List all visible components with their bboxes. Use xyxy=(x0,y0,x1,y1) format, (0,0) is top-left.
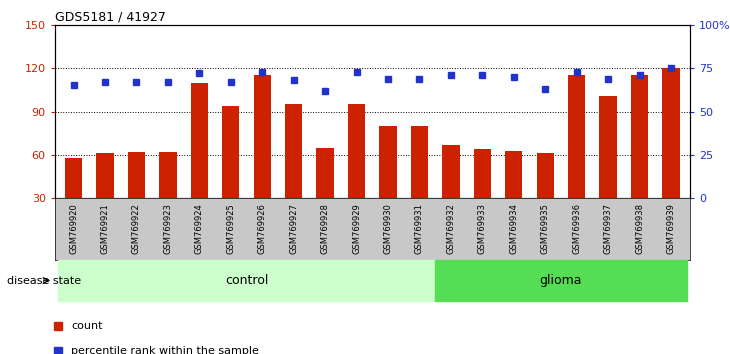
Bar xyxy=(65,158,82,242)
Bar xyxy=(222,106,239,242)
Text: control: control xyxy=(225,274,268,287)
Bar xyxy=(474,149,491,242)
Bar xyxy=(411,126,428,242)
Text: GSM769929: GSM769929 xyxy=(352,203,361,254)
Text: GSM769924: GSM769924 xyxy=(195,203,204,254)
Text: percentile rank within the sample: percentile rank within the sample xyxy=(72,346,259,354)
Bar xyxy=(662,68,680,242)
Text: GSM769926: GSM769926 xyxy=(258,203,266,254)
Bar xyxy=(435,260,687,301)
Bar xyxy=(348,104,365,242)
Text: GSM769934: GSM769934 xyxy=(510,203,518,254)
Text: disease state: disease state xyxy=(7,275,82,286)
Bar xyxy=(380,126,396,242)
Text: GSM769928: GSM769928 xyxy=(320,203,330,254)
Text: glioma: glioma xyxy=(539,274,583,287)
Bar xyxy=(128,152,145,242)
Text: GDS5181 / 41927: GDS5181 / 41927 xyxy=(55,11,166,24)
Bar xyxy=(317,148,334,242)
Bar xyxy=(599,96,617,242)
Text: GSM769937: GSM769937 xyxy=(604,203,612,254)
Bar xyxy=(191,82,208,242)
Bar xyxy=(568,75,585,242)
Bar xyxy=(442,145,460,242)
Text: GSM769922: GSM769922 xyxy=(132,203,141,254)
Text: GSM769920: GSM769920 xyxy=(69,203,78,254)
Text: GSM769927: GSM769927 xyxy=(289,203,298,254)
Bar xyxy=(537,153,554,242)
Text: count: count xyxy=(72,320,103,331)
Bar xyxy=(96,153,114,242)
Text: GSM769931: GSM769931 xyxy=(415,203,424,254)
Text: GSM769930: GSM769930 xyxy=(383,203,393,254)
Text: GSM769939: GSM769939 xyxy=(666,203,675,254)
Text: GSM769923: GSM769923 xyxy=(164,203,172,254)
Text: GSM769935: GSM769935 xyxy=(541,203,550,254)
Text: GSM769925: GSM769925 xyxy=(226,203,235,254)
Bar xyxy=(285,104,302,242)
Text: GSM769921: GSM769921 xyxy=(101,203,110,254)
Bar xyxy=(253,75,271,242)
Text: GSM769933: GSM769933 xyxy=(478,203,487,254)
Bar xyxy=(631,75,648,242)
Text: GSM769938: GSM769938 xyxy=(635,203,644,254)
Bar xyxy=(505,150,523,242)
Text: GSM769936: GSM769936 xyxy=(572,203,581,254)
Bar xyxy=(159,152,177,242)
Text: GSM769932: GSM769932 xyxy=(447,203,456,254)
Bar xyxy=(58,260,435,301)
